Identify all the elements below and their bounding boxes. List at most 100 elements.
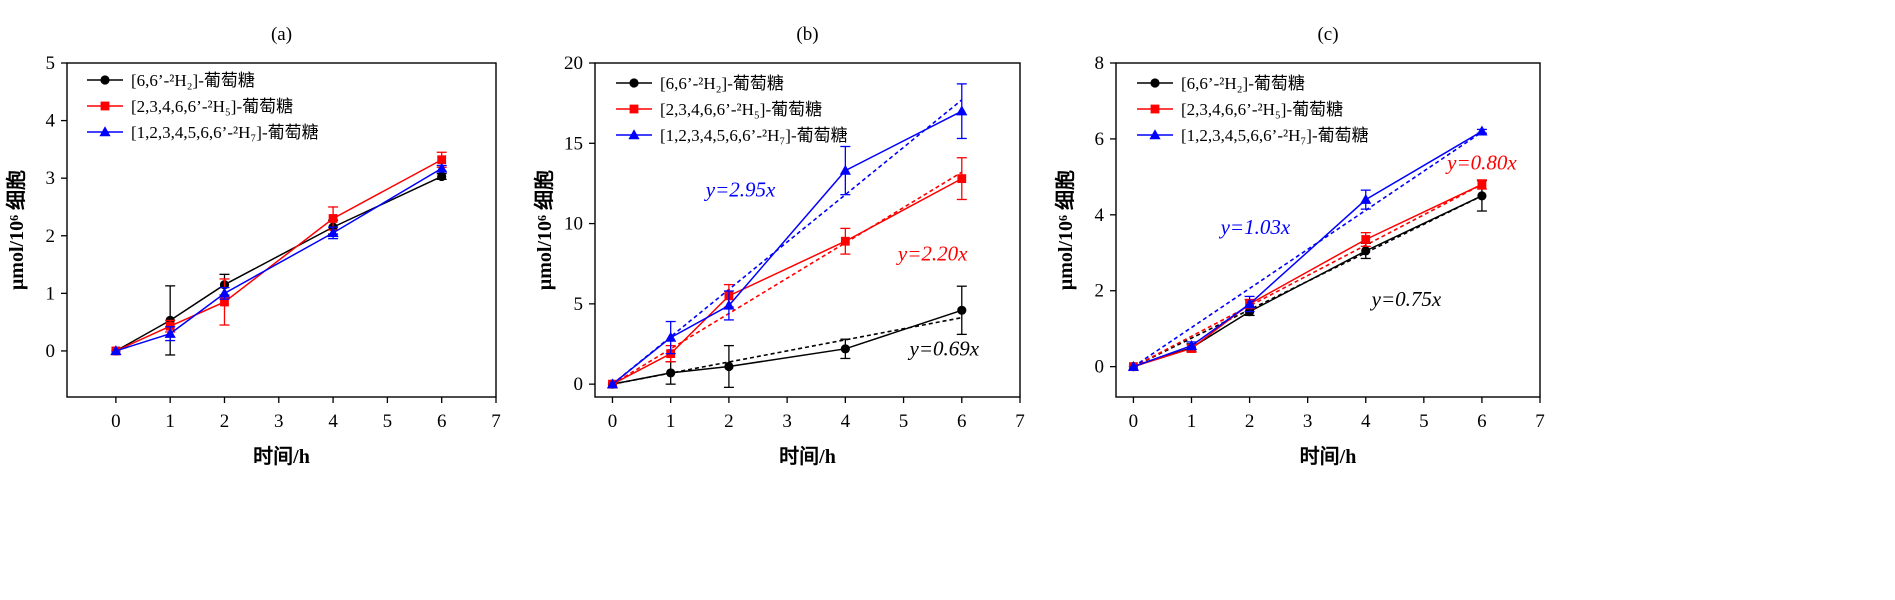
data-point xyxy=(1476,125,1488,136)
y-tick-label: 5 xyxy=(574,294,584,315)
y-axis-label: μmol/10⁶ 细胞 xyxy=(4,170,28,290)
x-tick-label: 6 xyxy=(957,411,967,432)
series-2 xyxy=(606,83,968,389)
x-tick-label: 2 xyxy=(1245,411,1255,432)
x-tick-label: 7 xyxy=(491,411,501,432)
x-tick-label: 1 xyxy=(1187,411,1197,432)
fit-equation: y=0.75x xyxy=(1370,287,1442,311)
x-tick-label: 1 xyxy=(666,411,676,432)
legend-label: [6,6’-²H₂]-葡萄糖 xyxy=(1181,74,1305,93)
x-tick-label: 5 xyxy=(899,411,909,432)
plot-frame xyxy=(66,62,497,398)
x-tick-label: 4 xyxy=(328,411,338,432)
x-tick-label: 1 xyxy=(165,411,175,432)
data-point xyxy=(437,171,447,182)
data-point xyxy=(840,236,850,246)
fit-equation: y=1.03x xyxy=(1219,215,1291,239)
x-axis-label: 时间/h xyxy=(253,445,310,468)
fit-line xyxy=(1133,183,1483,368)
legend-marker xyxy=(628,129,640,140)
x-tick-label: 3 xyxy=(782,411,792,432)
y-tick-label: 0 xyxy=(1095,357,1105,378)
x-tick-label: 5 xyxy=(383,411,393,432)
y-tick-label: 8 xyxy=(1095,53,1105,74)
y-tick-label: 0 xyxy=(574,374,584,395)
legend-label: [2,3,4,6,6’-²H₅]-葡萄糖 xyxy=(660,100,822,119)
legend-marker xyxy=(100,101,110,111)
data-point xyxy=(839,164,851,175)
x-tick-label: 3 xyxy=(1303,411,1313,432)
x-tick-label: 2 xyxy=(220,411,230,432)
legend-marker xyxy=(629,104,639,114)
fit-line xyxy=(1132,131,1483,368)
legend-label: [6,6’-²H₂]-葡萄糖 xyxy=(660,74,784,93)
x-tick-label: 0 xyxy=(1129,411,1139,432)
y-tick-label: 4 xyxy=(1095,205,1105,226)
fit-line xyxy=(611,99,963,385)
panel-title: (c) xyxy=(1317,24,1338,45)
legend-marker xyxy=(629,78,639,88)
data-point xyxy=(956,105,968,116)
x-axis-label: 时间/h xyxy=(779,445,836,468)
figure-stage: (a) 0 1 2 3 4 5 6 7 0 1 2 3 4 5 时间/h μmol/10⁶ 细胞 [6,6’-²H… xyxy=(4,24,1545,468)
y-tick-label: 6 xyxy=(1095,129,1105,150)
y-tick-label: 20 xyxy=(564,53,583,74)
fit-line xyxy=(1133,195,1483,368)
y-tick-label: 0 xyxy=(46,341,56,362)
data-point xyxy=(840,344,850,354)
data-point xyxy=(666,368,676,378)
data-point xyxy=(1477,180,1487,189)
data-point xyxy=(437,155,447,165)
x-tick-label: 4 xyxy=(841,411,851,432)
y-tick-label: 2 xyxy=(1095,281,1105,302)
y-tick-label: 2 xyxy=(46,226,56,247)
data-point xyxy=(957,305,967,315)
series-2 xyxy=(1127,125,1488,371)
data-point xyxy=(723,299,735,310)
data-point xyxy=(436,162,448,173)
legend-marker xyxy=(1150,78,1160,88)
data-point xyxy=(665,331,677,342)
x-tick-label: 6 xyxy=(437,411,447,432)
legend: [6,6’-²H₂]-葡萄糖 [2,3,4,6,6’-²H₅]-葡萄糖 [1,2,3… xyxy=(1137,74,1369,145)
data-point xyxy=(1477,191,1487,201)
y-tick-label: 3 xyxy=(46,168,56,189)
legend: [6,6’-²H₂]-葡萄糖 [2,3,4,6,6’-²H₅]-葡萄糖 [1,2,3… xyxy=(616,74,848,145)
legend-label: [1,2,3,4,5,6,6’-²H₇]-葡萄糖 xyxy=(660,126,848,145)
data-point xyxy=(1360,193,1372,204)
data-point xyxy=(724,361,734,372)
y-tick-label: 10 xyxy=(564,214,583,235)
legend-label: [1,2,3,4,5,6,6’-²H₇]-葡萄糖 xyxy=(1181,126,1369,145)
legend-label: [2,3,4,6,6’-²H₅]-葡萄糖 xyxy=(131,97,293,116)
data-point xyxy=(328,214,338,223)
x-tick-label: 6 xyxy=(1477,411,1487,432)
y-tick-label: 4 xyxy=(46,111,56,132)
data-point xyxy=(606,378,619,389)
data-point xyxy=(327,227,339,238)
data-point xyxy=(1361,246,1371,256)
data-point xyxy=(1127,360,1140,371)
chart-panel-0: (a) 0 1 2 3 4 5 6 7 0 1 2 3 4 5 时间/h μmol/10⁶ 细胞 [6,6’-²H… xyxy=(4,24,501,468)
figure-svg: (a) 0 1 2 3 4 5 6 7 0 1 2 3 4 5 时间/h μmol/10⁶ 细胞 [6,6’-²H… xyxy=(4,24,1545,468)
x-tick-label: 5 xyxy=(1419,411,1429,432)
y-axis-label: μmol/10⁶ 细胞 xyxy=(1053,170,1077,290)
legend-label: [6,6’-²H₂]-葡萄糖 xyxy=(131,71,255,90)
legend-marker xyxy=(1150,104,1160,114)
plot-frame xyxy=(1115,62,1541,398)
legend-marker xyxy=(1149,129,1161,140)
x-tick-label: 4 xyxy=(1361,411,1371,432)
x-tick-label: 7 xyxy=(1015,411,1025,432)
y-tick-label: 1 xyxy=(46,283,56,304)
fit-equation: y=0.69x xyxy=(908,336,980,360)
legend-label: [1,2,3,4,5,6,6’-²H₇]-葡萄糖 xyxy=(131,123,319,142)
legend-marker xyxy=(100,75,110,85)
fit-equation: y=0.80x xyxy=(1445,150,1517,174)
x-tick-label: 0 xyxy=(608,411,618,432)
fit-equation: y=2.20x xyxy=(896,242,968,266)
series-2 xyxy=(110,162,448,356)
fit-line xyxy=(612,171,963,385)
chart-panel-1: (b) 0 1 2 3 4 5 6 7 0 5 10 15 20 时间/h μmol/10⁶ 细胞 [6,6’-… xyxy=(532,24,1025,468)
x-tick-label: 3 xyxy=(274,411,284,432)
chart-panel-2: (c) 0 1 2 3 4 5 6 7 0 2 4 6 8 时间/h μmol/10⁶ 细胞 [6,6’-²H₂… xyxy=(1053,24,1545,468)
data-point xyxy=(110,345,122,356)
